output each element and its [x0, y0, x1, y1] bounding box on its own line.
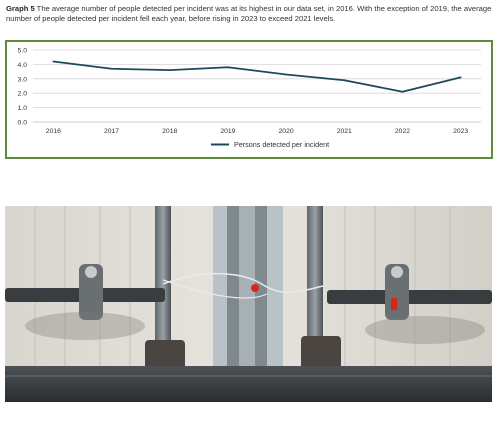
security-cable	[162, 272, 324, 294]
data-point	[285, 73, 287, 76]
graph-caption-text: The average number of people detected pe…	[6, 4, 492, 23]
bottom-beam	[5, 366, 492, 402]
legend-label: Persons detected per incident	[234, 140, 329, 149]
data-point	[459, 76, 462, 79]
data-point	[401, 90, 404, 93]
data-point	[343, 79, 346, 82]
x-tick-label: 2017	[104, 128, 119, 135]
y-tick-label: 3.0	[18, 76, 28, 83]
y-tick-label: 5.0	[18, 48, 28, 55]
red-seal	[391, 298, 397, 310]
left-bracket	[79, 264, 103, 320]
x-tick-label: 2019	[220, 128, 235, 135]
x-tick-label: 2021	[337, 128, 352, 135]
graph-caption-label: Graph 5	[6, 4, 35, 13]
series-line-0	[53, 60, 461, 93]
truck-doors-photo	[5, 206, 492, 402]
y-tick-label: 4.0	[18, 62, 28, 69]
data-point	[52, 60, 55, 63]
right-handle	[327, 290, 492, 304]
y-tick-label: 0.0	[18, 120, 28, 127]
data-point	[227, 66, 229, 69]
y-tick-label: 2.0	[18, 91, 28, 98]
data-point	[110, 67, 113, 70]
x-tick-label: 2023	[453, 128, 468, 135]
y-tick-label: 1.0	[18, 105, 28, 112]
line-chart: 0.0 1.0 2.0 3.0 4.0 5.0 2016 2017 2018 2019 2020 20…	[18, 48, 481, 149]
seal-tag	[251, 284, 259, 292]
x-tick-label: 2016	[46, 128, 61, 135]
x-tick-label: 2018	[162, 128, 177, 135]
graph-caption: Graph 5 The average number of people det…	[6, 4, 494, 24]
x-tick-label: 2022	[395, 128, 410, 135]
chart-container: 0.0 1.0 2.0 3.0 4.0 5.0 2016 2017 2018 2019 2020 20…	[5, 40, 493, 159]
data-point	[168, 69, 171, 72]
x-tick-label: 2020	[279, 128, 294, 135]
